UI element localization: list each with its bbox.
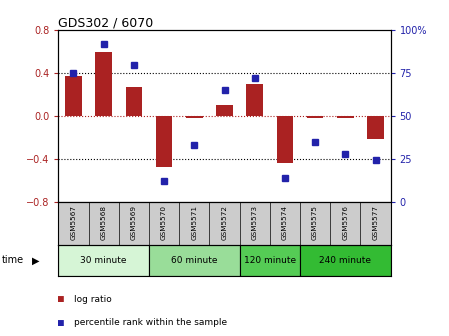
Text: GSM5574: GSM5574 <box>282 205 288 240</box>
Text: GSM5573: GSM5573 <box>252 205 258 240</box>
Bar <box>277 116 293 163</box>
Bar <box>216 105 233 116</box>
Text: GDS302 / 6070: GDS302 / 6070 <box>58 16 154 29</box>
Bar <box>58 245 149 276</box>
Bar <box>367 116 384 139</box>
Text: GSM5571: GSM5571 <box>191 205 197 240</box>
Text: GSM5570: GSM5570 <box>161 205 167 240</box>
Text: 30 minute: 30 minute <box>80 256 127 265</box>
Bar <box>126 87 142 116</box>
Text: GSM5567: GSM5567 <box>70 205 76 240</box>
Text: GSM5572: GSM5572 <box>221 205 228 240</box>
Text: ■: ■ <box>58 318 64 328</box>
Text: 120 minute: 120 minute <box>244 256 296 265</box>
Bar <box>156 116 172 167</box>
Bar <box>186 116 202 118</box>
Bar <box>240 245 300 276</box>
Bar <box>65 76 82 116</box>
Text: GSM5569: GSM5569 <box>131 205 137 240</box>
Text: GSM5568: GSM5568 <box>101 205 107 240</box>
Text: percentile rank within the sample: percentile rank within the sample <box>74 318 227 327</box>
Text: time: time <box>2 255 24 265</box>
Bar <box>149 245 240 276</box>
Text: GSM5575: GSM5575 <box>312 205 318 240</box>
Text: ▶: ▶ <box>32 255 40 265</box>
Text: GSM5576: GSM5576 <box>342 205 348 240</box>
Text: 240 minute: 240 minute <box>319 256 371 265</box>
Bar <box>307 116 323 118</box>
Bar <box>300 245 391 276</box>
Bar <box>95 52 112 116</box>
Text: log ratio: log ratio <box>74 295 112 303</box>
Text: GSM5577: GSM5577 <box>373 205 379 240</box>
Text: ■: ■ <box>58 294 64 304</box>
Text: 60 minute: 60 minute <box>171 256 218 265</box>
Bar <box>247 84 263 116</box>
Bar <box>337 116 354 118</box>
